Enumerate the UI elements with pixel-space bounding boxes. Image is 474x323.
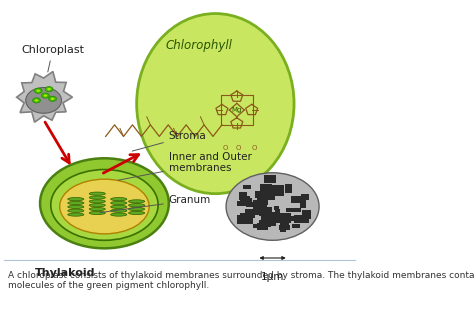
Ellipse shape bbox=[60, 179, 149, 234]
Bar bbox=[257, 223, 268, 230]
Ellipse shape bbox=[42, 93, 49, 98]
Bar bbox=[257, 195, 263, 204]
Ellipse shape bbox=[36, 89, 40, 92]
Bar bbox=[259, 207, 272, 215]
Ellipse shape bbox=[34, 88, 42, 93]
Bar bbox=[274, 185, 283, 196]
Ellipse shape bbox=[68, 205, 84, 208]
Bar bbox=[286, 208, 301, 212]
Bar bbox=[264, 212, 278, 218]
Ellipse shape bbox=[111, 201, 127, 204]
Bar bbox=[280, 223, 286, 232]
Text: 1μm: 1μm bbox=[261, 273, 284, 282]
Ellipse shape bbox=[68, 209, 84, 212]
Bar bbox=[261, 216, 276, 226]
Ellipse shape bbox=[89, 200, 105, 203]
Text: O: O bbox=[235, 145, 241, 151]
Ellipse shape bbox=[128, 203, 145, 207]
Ellipse shape bbox=[89, 196, 105, 199]
Ellipse shape bbox=[111, 198, 127, 201]
Bar bbox=[292, 224, 301, 228]
Bar bbox=[285, 184, 292, 193]
Ellipse shape bbox=[89, 211, 105, 214]
Bar bbox=[240, 213, 255, 218]
Ellipse shape bbox=[111, 213, 127, 216]
Ellipse shape bbox=[89, 207, 105, 211]
Bar bbox=[275, 209, 280, 220]
Ellipse shape bbox=[128, 200, 145, 203]
Bar bbox=[255, 191, 263, 198]
Bar bbox=[301, 199, 306, 208]
Text: Thylakoid: Thylakoid bbox=[35, 268, 95, 278]
Bar bbox=[239, 192, 247, 200]
Bar bbox=[276, 213, 292, 223]
Bar bbox=[291, 196, 304, 203]
Ellipse shape bbox=[49, 96, 56, 101]
Ellipse shape bbox=[226, 173, 319, 240]
Bar bbox=[279, 225, 291, 230]
Bar bbox=[255, 191, 269, 198]
Bar bbox=[281, 219, 288, 225]
Bar bbox=[301, 194, 310, 200]
Bar bbox=[264, 175, 276, 183]
Ellipse shape bbox=[45, 87, 53, 92]
Ellipse shape bbox=[128, 207, 145, 211]
Ellipse shape bbox=[111, 205, 127, 208]
Ellipse shape bbox=[137, 14, 294, 194]
Ellipse shape bbox=[68, 213, 84, 216]
Bar bbox=[296, 217, 303, 221]
Bar bbox=[269, 184, 276, 192]
Ellipse shape bbox=[47, 88, 51, 90]
Bar bbox=[253, 224, 261, 228]
Polygon shape bbox=[17, 71, 73, 122]
Bar bbox=[247, 202, 263, 207]
Bar bbox=[253, 200, 267, 210]
Text: Chlorophyll: Chlorophyll bbox=[165, 39, 232, 52]
Bar bbox=[243, 216, 248, 222]
Ellipse shape bbox=[68, 198, 84, 201]
Bar bbox=[246, 209, 261, 215]
Text: A chloroplast consists of thylakoid membranes surrounded by stroma. The thylakoi: A chloroplast consists of thylakoid memb… bbox=[8, 271, 474, 290]
Bar bbox=[299, 196, 307, 200]
Bar bbox=[260, 184, 272, 194]
Bar bbox=[237, 201, 246, 206]
Text: O: O bbox=[223, 145, 228, 151]
Bar bbox=[263, 192, 274, 200]
Text: Chloroplast: Chloroplast bbox=[21, 45, 84, 72]
Text: O: O bbox=[251, 145, 257, 151]
Bar bbox=[246, 196, 250, 207]
Bar bbox=[283, 215, 296, 221]
Bar bbox=[274, 206, 279, 210]
Ellipse shape bbox=[89, 203, 105, 207]
Ellipse shape bbox=[35, 99, 38, 101]
Bar bbox=[237, 215, 248, 224]
Bar bbox=[243, 184, 251, 189]
Ellipse shape bbox=[40, 158, 169, 248]
Bar bbox=[248, 214, 253, 224]
Text: Stroma: Stroma bbox=[132, 131, 207, 151]
Bar bbox=[283, 217, 289, 228]
Bar bbox=[273, 216, 285, 221]
Ellipse shape bbox=[26, 88, 62, 113]
Ellipse shape bbox=[111, 209, 127, 212]
Ellipse shape bbox=[51, 98, 55, 100]
Text: Inner and Outer
membranes: Inner and Outer membranes bbox=[118, 151, 252, 180]
Ellipse shape bbox=[51, 170, 158, 240]
Bar bbox=[302, 210, 311, 219]
Bar bbox=[240, 199, 252, 202]
Bar bbox=[259, 200, 268, 205]
Ellipse shape bbox=[89, 192, 105, 195]
Bar bbox=[294, 215, 309, 223]
Bar bbox=[280, 185, 284, 196]
Ellipse shape bbox=[128, 211, 145, 214]
Bar bbox=[259, 221, 271, 227]
Ellipse shape bbox=[44, 94, 47, 97]
Text: Granum: Granum bbox=[100, 195, 211, 213]
Ellipse shape bbox=[68, 201, 84, 204]
Ellipse shape bbox=[33, 98, 40, 103]
Text: Mg: Mg bbox=[232, 107, 242, 113]
